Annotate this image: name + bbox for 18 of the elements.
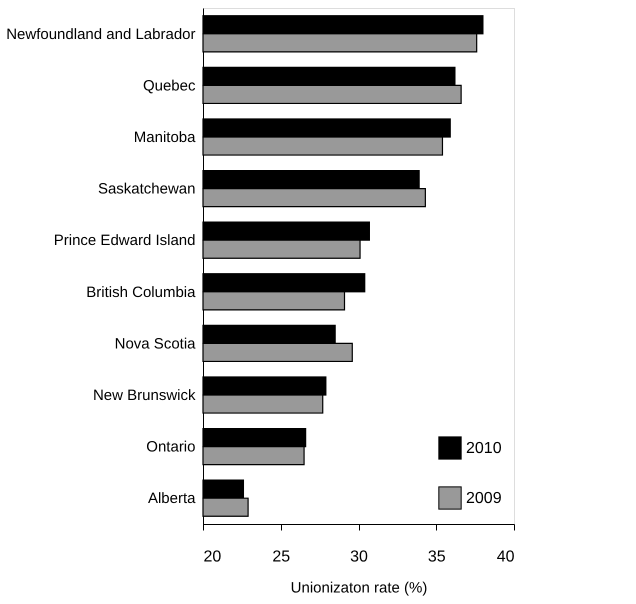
y-tick-label: Newfoundland and Labrador (6, 26, 196, 43)
x-tick-label: 20 (204, 548, 222, 566)
legend-label: 2010 (466, 440, 502, 457)
y-tick-label: Nova Scotia (114, 335, 196, 352)
y-tick-label: Alberta (148, 490, 196, 508)
x-tick-label: 30 (350, 548, 368, 566)
y-tick-label: Quebec (142, 77, 196, 94)
x-tick-label: 35 (428, 548, 446, 566)
legend-label: 2009 (466, 490, 502, 507)
x-tick-label: 40 (496, 548, 515, 566)
y-tick-label: New Brunswick (92, 387, 196, 404)
x-axis-title: Unionizaton rate (%) (290, 580, 428, 596)
x-tick-label: 25 (272, 548, 290, 566)
y-tick-label: Manitoba (134, 129, 196, 146)
y-tick-label: Ontario (146, 438, 196, 456)
y-tick-label: Prince Edward Island (54, 232, 196, 250)
y-tick-label: Saskatchewan (98, 180, 196, 198)
y-tick-label: British Columbia (86, 284, 196, 301)
